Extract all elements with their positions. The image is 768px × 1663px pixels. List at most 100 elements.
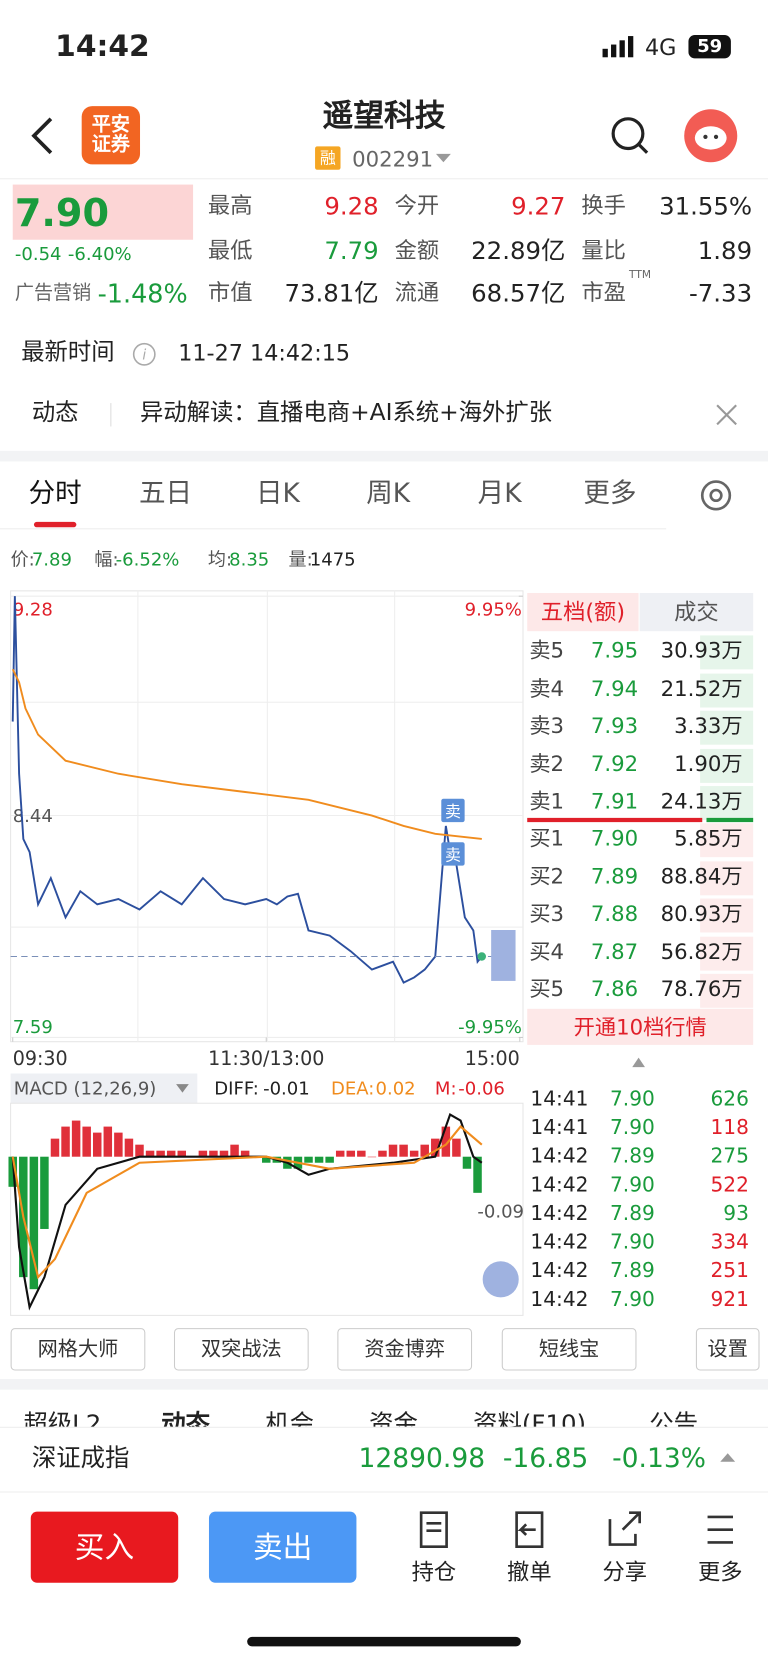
action-icon[interactable] [413, 1508, 455, 1550]
info-label: 量: [288, 549, 313, 571]
last-price: 7.90 [14, 192, 110, 236]
stock-name: 遥望科技 [322, 97, 446, 134]
stat-label: 量比 [581, 237, 626, 264]
info-label: 幅: [94, 549, 119, 571]
stat-value: 9.28 [324, 193, 379, 221]
book-label: 买5 [529, 975, 565, 1002]
stat-label: 最高 [207, 193, 253, 219]
macd-bar [378, 1150, 387, 1157]
action-icon[interactable] [604, 1508, 646, 1550]
back-button[interactable] [28, 115, 60, 157]
stat-label: 市盈 [581, 280, 626, 306]
tab[interactable]: 周K [366, 477, 411, 509]
tool-button[interactable]: 设置 [695, 1328, 760, 1371]
macd-bar [145, 1150, 155, 1157]
sell-badge-text: 卖 [445, 802, 461, 821]
icon-glyph [515, 1511, 544, 1548]
index-pct: -0.13% [612, 1442, 706, 1474]
macd-bar [325, 1156, 334, 1163]
expand-icon[interactable] [719, 1451, 736, 1464]
macd-bar [230, 1144, 239, 1157]
book-price: 7.95 [590, 637, 639, 663]
section-gap [0, 450, 768, 462]
macd-tick-label: -0.09 [477, 1201, 524, 1222]
logo-text: 平安 [91, 113, 130, 136]
index-bar[interactable] [0, 1426, 768, 1493]
tab[interactable]: 更多 [583, 477, 637, 509]
macd-bar [335, 1150, 345, 1157]
macd-bar [124, 1138, 134, 1157]
book-header[interactable]: 成交 [639, 592, 754, 632]
book-price: 7.87 [590, 938, 639, 964]
book-volume: 1.90万 [674, 750, 743, 776]
avatar[interactable] [683, 108, 738, 163]
sub-tab[interactable]: 超级L2 [23, 1410, 102, 1428]
stat-label: 最低 [207, 237, 253, 264]
index-change: -16.85 [502, 1442, 589, 1474]
x-tick-label: 09:30 [13, 1047, 68, 1070]
book-label: 卖3 [529, 712, 565, 739]
stat-value: 31.55% [659, 193, 753, 221]
action-label[interactable]: 持仓 [411, 1559, 457, 1585]
action-label[interactable]: 更多 [698, 1559, 743, 1585]
sub-tab[interactable]: 资金 [369, 1410, 418, 1428]
upgrade-banner[interactable]: 开通10档行情 [527, 1008, 754, 1045]
sell-button[interactable]: 卖出 [208, 1511, 357, 1583]
action-icon[interactable] [699, 1508, 741, 1550]
tab-active[interactable]: 分时 [28, 477, 82, 509]
macd-header-bg [10, 1073, 198, 1104]
tool-button[interactable]: 资金博弈 [337, 1328, 473, 1371]
book-price: 7.93 [590, 712, 639, 739]
action-label[interactable]: 撤单 [507, 1559, 552, 1585]
macd-bar [103, 1126, 113, 1157]
trade-volume: 118 [710, 1115, 749, 1140]
dropdown-icon[interactable] [435, 152, 452, 165]
icon-glyph [707, 1515, 734, 1544]
tool-button[interactable]: 双突战法 [173, 1328, 309, 1371]
book-price: 7.91 [590, 788, 639, 814]
macd-legend-label: DEA: [331, 1079, 374, 1100]
macd-title: MACD (12,26,9) [14, 1079, 157, 1100]
sub-tab[interactable]: 公告 [649, 1410, 699, 1428]
macd-bar [409, 1150, 419, 1157]
macd-legend-label: DIFF: [214, 1079, 259, 1100]
sell-badge [441, 842, 465, 866]
buy-button[interactable]: 买入 [30, 1511, 179, 1583]
info-icon[interactable]: i [132, 342, 157, 367]
app-logo[interactable]: 平安 证券 [81, 106, 141, 165]
search-button[interactable] [609, 115, 651, 157]
book-volume: 78.76万 [660, 975, 743, 1002]
logo-text: 证券 [91, 133, 130, 156]
sector-name: 广告营销 [14, 282, 92, 305]
info-label: 价: [10, 549, 35, 571]
tab[interactable]: 日K [255, 477, 300, 509]
action-icon[interactable] [508, 1508, 550, 1550]
macd-bar [156, 1150, 165, 1157]
macd-legend-value: -0.01 [263, 1079, 310, 1100]
sub-tab[interactable]: 机会 [265, 1410, 314, 1428]
tab[interactable]: 五日 [138, 477, 193, 509]
macd-bar [357, 1150, 366, 1157]
tab[interactable]: 月K [477, 477, 522, 509]
book-volume: 30.93万 [660, 637, 743, 663]
book-price: 7.94 [590, 675, 639, 701]
macd-bar [209, 1150, 218, 1157]
x-tick-label: 11:30/13:00 [208, 1047, 324, 1070]
macd-legend-value: -0.06 [458, 1079, 505, 1100]
tool-button[interactable]: 短线宝 [501, 1328, 637, 1371]
sub-tab[interactable]: 动态 [161, 1410, 211, 1428]
tool-button[interactable]: 网格大师 [10, 1328, 146, 1371]
news-text[interactable]: 异动解读：直播电商+AI系统+海外扩张 [140, 399, 553, 427]
trade-time: 14:42 [530, 1230, 589, 1254]
action-label[interactable]: 分享 [602, 1559, 648, 1585]
section-gap [0, 1379, 768, 1390]
macd-line [11, 1125, 483, 1280]
macd-dropdown [176, 1084, 189, 1093]
sub-tab[interactable]: 资料(F10) [473, 1410, 587, 1428]
settings-button[interactable] [696, 475, 736, 515]
home-indicator [247, 1636, 521, 1647]
book-volume: 56.82万 [660, 938, 743, 964]
close-button[interactable] [715, 403, 738, 426]
ttm-label: TTM [629, 269, 651, 282]
